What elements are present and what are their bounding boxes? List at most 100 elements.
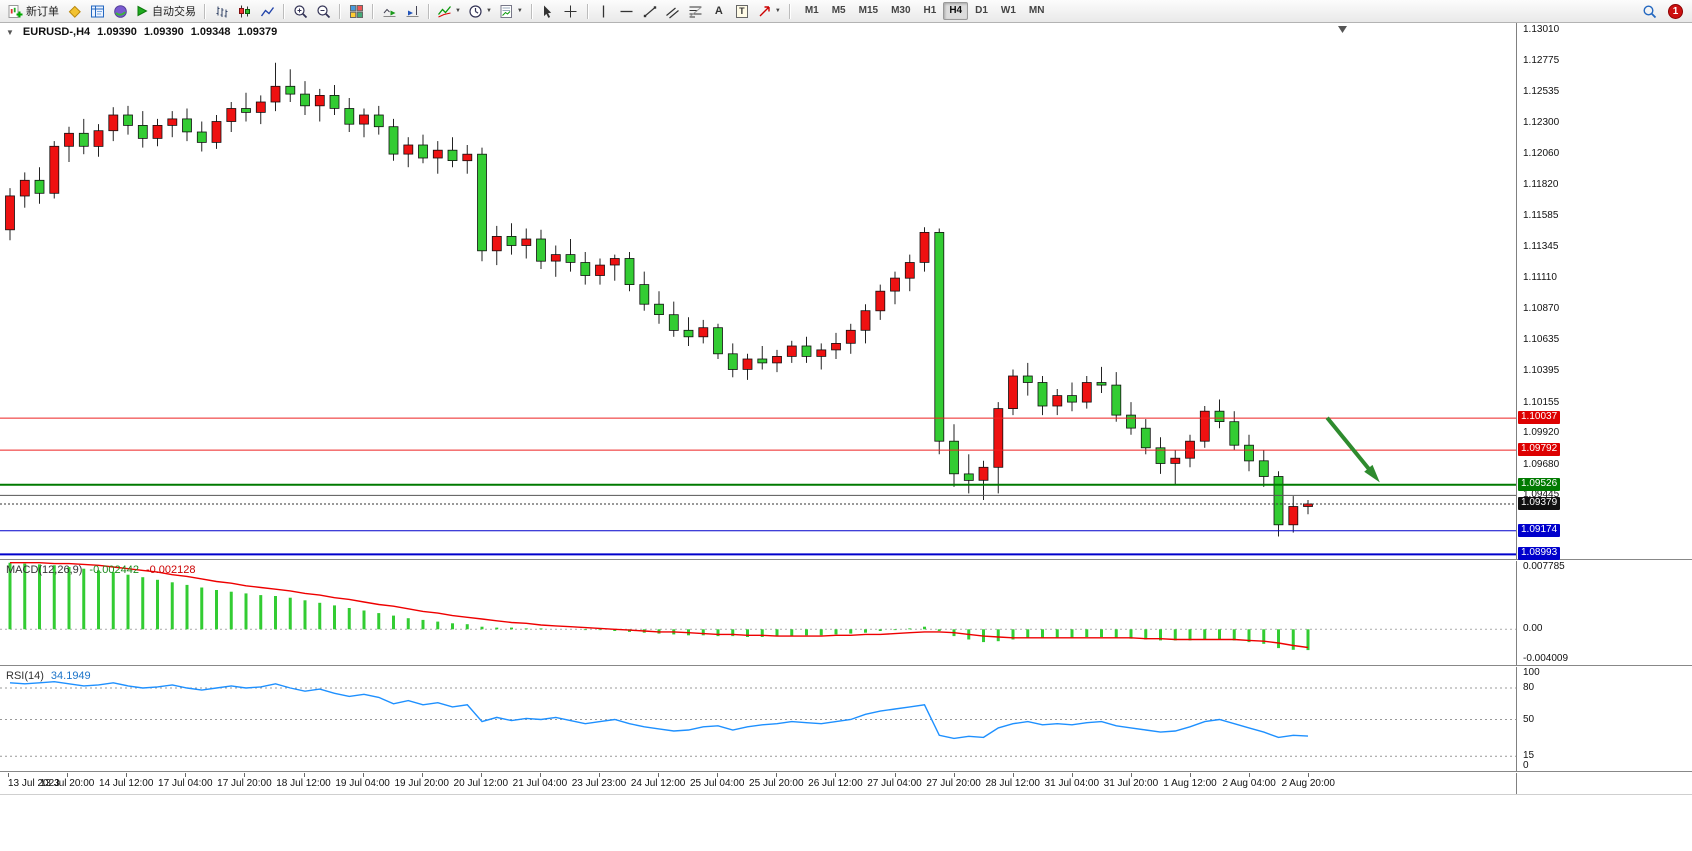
macd-axis-label: -0.004009 — [1523, 653, 1569, 664]
one-click-trading-toggle[interactable]: ▼ — [6, 28, 14, 37]
timeframe-m15-button[interactable]: M15 — [858, 5, 879, 16]
time-axis-label: 1 Aug 12:00 — [1163, 778, 1217, 789]
rsi-axis-label: 100 — [1523, 667, 1540, 678]
time-axis-label: 27 Jul 20:00 — [926, 778, 981, 789]
periods-dropdown-caret[interactable]: ▼ — [485, 8, 492, 14]
arrow-objects-button[interactable]: ▼ — [754, 1, 784, 21]
indicators-dropdown-caret[interactable]: ▼ — [455, 8, 461, 14]
tile-windows-button[interactable] — [345, 1, 367, 21]
toolbar-right-group: 1 — [1638, 1, 1687, 21]
time-axis-label: 21 Jul 04:00 — [512, 778, 568, 789]
rsi-plot[interactable] — [0, 667, 1516, 772]
templates-dropdown-caret[interactable]: ▼ — [516, 8, 523, 14]
time-axis-label: 18 Jul 12:00 — [276, 778, 331, 789]
arrows-dropdown-caret[interactable]: ▼ — [774, 8, 781, 14]
autotrading-label: 自动交易 — [152, 6, 196, 18]
fibonacci-button[interactable] — [685, 1, 707, 21]
time-axis-label: 23 Jul 23:00 — [571, 778, 627, 789]
templates-button[interactable]: ▼ — [496, 1, 526, 21]
macd-name: MACD(12,26,9) — [6, 564, 83, 576]
price-chart-plot[interactable] — [0, 23, 1516, 560]
equidistant-channel-icon — [666, 7, 680, 18]
price-line-badge: 1.08993 — [1518, 547, 1561, 561]
search-button[interactable] — [1638, 1, 1660, 21]
bar-chart-button[interactable] — [210, 1, 232, 21]
chart-window: 1.13010 1.12775 1.12535 1.12300 1.12060 1.118… — [0, 23, 1692, 851]
autotrading-button[interactable]: 自动交易 — [132, 1, 199, 21]
timeframe-mn-button[interactable]: MN — [1028, 5, 1045, 16]
community-icon — [113, 4, 127, 18]
price-line-badge: 1.10037 — [1518, 411, 1561, 425]
zoom-in-icon — [293, 4, 307, 18]
timeframe-m5-button[interactable]: M5 — [831, 5, 846, 16]
time-tick — [658, 773, 660, 777]
line-chart-button[interactable] — [256, 1, 278, 21]
time-tick — [1308, 773, 1310, 777]
horizontal-line-icon — [620, 10, 633, 12]
zoom-out-button[interactable] — [312, 1, 334, 21]
search-icon — [1642, 4, 1656, 18]
toolbar-separator — [339, 3, 340, 19]
macd-plot[interactable] — [0, 561, 1516, 666]
price-axis-label: 1.09920 — [1523, 427, 1560, 439]
timeframe-m1-button[interactable]: M1 — [804, 5, 819, 16]
periods-clock-icon — [469, 4, 482, 18]
cursor-button[interactable] — [537, 1, 559, 21]
price-axis-label: 1.10395 — [1523, 365, 1560, 377]
crosshair-button[interactable] — [560, 1, 582, 21]
rsi-axis-label: 50 — [1523, 713, 1535, 725]
price-axis-label: 1.11110 — [1523, 272, 1557, 284]
toolbar-separator — [372, 3, 373, 19]
candlestick-chart-button[interactable] — [233, 1, 255, 21]
toolbar-separator — [530, 3, 532, 19]
low-value: 1.09348 — [190, 26, 231, 38]
auto-scroll-button[interactable] — [378, 1, 400, 21]
market-watch-button[interactable] — [86, 1, 108, 21]
periods-button[interactable]: ▼ — [465, 1, 495, 21]
text-button[interactable]: A — [708, 1, 730, 21]
community-button[interactable] — [109, 1, 131, 21]
time-axis-label: 14 Jul 12:00 — [98, 778, 154, 789]
trendline-button[interactable] — [639, 1, 661, 21]
toolbar-separator — [283, 3, 284, 19]
time-axis-label: 31 Jul 04:00 — [1044, 778, 1100, 789]
horizontal-line-button[interactable] — [616, 1, 638, 21]
timeframe-w1-button[interactable]: W1 — [1000, 5, 1016, 16]
time-tick — [303, 773, 305, 777]
price-axis-label: 1.13010 — [1523, 24, 1560, 36]
macd-value: -0.002442 — [89, 564, 139, 576]
timeframe-h4-button[interactable]: H4 — [943, 2, 969, 20]
time-tick — [1071, 773, 1073, 777]
time-tick — [1249, 773, 1251, 777]
templates-icon — [500, 4, 512, 18]
macd-label: MACD(12,26,9) -0.002442 -0.002128 — [6, 564, 196, 576]
high-value: 1.09390 — [143, 26, 184, 38]
zoom-out-icon — [316, 4, 330, 18]
axis-corner — [1516, 773, 1692, 794]
text-label-button[interactable]: T — [731, 1, 753, 21]
price-axis-label: 1.12775 — [1523, 54, 1560, 66]
zoom-in-button[interactable] — [289, 1, 311, 21]
time-axis-label: 28 Jul 12:00 — [985, 778, 1040, 789]
chart-ohlc-label: ▼ EURUSD-,H4 1.09390 1.09390 1.09348 1.0… — [6, 26, 277, 38]
bottom-margin — [0, 796, 1692, 851]
time-tick — [539, 773, 541, 777]
equidistant-channel-button[interactable] — [662, 1, 684, 21]
time-axis-label: 20 Jul 12:00 — [453, 778, 509, 789]
time-tick — [835, 773, 837, 777]
close-value: 1.09379 — [237, 26, 278, 38]
indicators-button[interactable]: ▼ — [434, 1, 464, 21]
rsi-indicator-panel: 100 80 50 15 0 RSI(14) 34.1949 — [0, 667, 1692, 772]
timeframe-h1-button[interactable]: H1 — [923, 5, 937, 16]
price-line-badge: 1.09792 — [1518, 443, 1561, 457]
time-axis: 13 Jul 2023 13 Jul 20:00 14 Jul 12:00 17 Ju… — [0, 773, 1692, 795]
price-axis-label: 1.10155 — [1523, 396, 1560, 408]
chart-shift-button[interactable] — [401, 1, 423, 21]
timeframe-m30-button[interactable]: M30 — [891, 5, 911, 16]
notification-badge[interactable]: 1 — [1668, 3, 1683, 19]
metaeditor-button[interactable] — [63, 1, 85, 21]
new-order-icon — [8, 4, 23, 18]
new-order-button[interactable]: 新订单 — [5, 1, 62, 21]
vertical-line-button[interactable] — [593, 1, 615, 21]
timeframe-d1-button[interactable]: D1 — [975, 5, 988, 16]
